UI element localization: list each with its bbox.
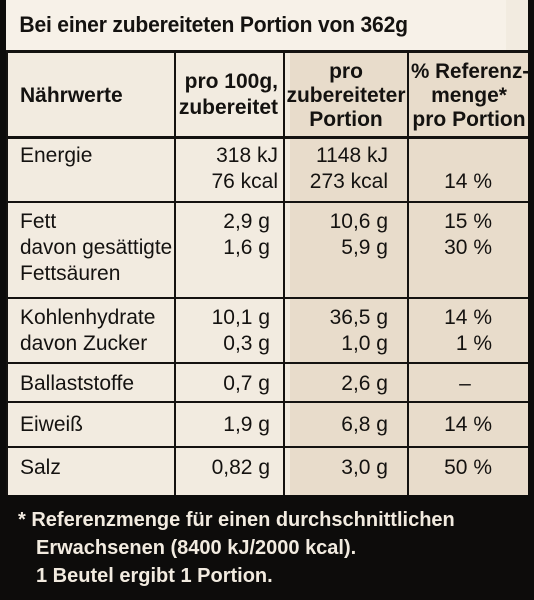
header-portion-line1: pro [329,60,363,83]
footnote-line-3: 1 Beutel ergibt 1 Portion. [36,565,273,587]
row-zucker-per100: 0,3 g [223,332,270,355]
table-title: Bei einer zubereiteten Portion von 362g [6,0,507,50]
rule-under-header [6,136,528,139]
footnote-area: * Referenzmenge für einen durchschnittli… [0,496,534,600]
row-eiweiss-portion: 6,8 g [341,413,388,436]
row-energie-kj100: 318 kJ [216,144,278,167]
row-zucker-label: davon Zucker [20,332,148,355]
row-ballaststoffe-label: Ballaststoffe [20,372,135,395]
row-ballaststoffe-portion: 2,6 g [341,372,388,395]
row-gesaettigt-label-2: Fettsäuren [20,262,121,285]
row-kohlenhydrate-per100: 10,1 g [211,306,270,329]
rule-under-title [6,50,528,53]
row-fett-portion: 10,6 g [329,210,388,233]
header-portion-line2: zubereiteter [286,84,406,107]
rule-after-fett [6,297,528,299]
row-kohlenhydrate-label: Kohlenhydrate [20,306,156,329]
row-salz-ref: 50 % [444,456,492,479]
row-fett-label: Fett [20,210,57,233]
row-energie-label: Energie [20,144,93,167]
header-ref-line3: pro Portion [412,108,526,131]
row-fett-per100: 2,9 g [223,210,270,233]
row-ballaststoffe-per100: 0,7 g [223,372,270,395]
footnote-line-2: Erwachsenen (8400 kJ/2000 kcal). [36,537,357,559]
row-eiweiss-per100: 1,9 g [223,413,270,436]
row-ballaststoffe-ref: – [459,372,471,395]
portion-columns-shading [290,52,528,495]
row-energie-kcal-portion: 273 kcal [309,170,388,193]
footnote-line-1: * Referenzmenge für einen durchschnittli… [18,509,455,531]
border-left [6,50,8,495]
row-energie-ref: 14 % [444,170,492,193]
col-divider-3 [407,50,409,495]
header-portion-line3: Portion [309,108,383,131]
header-ref-line2: menge* [431,84,507,107]
row-gesaettigt-portion: 5,9 g [341,236,388,259]
row-zucker-portion: 1,0 g [341,332,388,355]
row-gesaettigt-per100: 1,6 g [223,236,270,259]
row-kohlenhydrate-ref: 14 % [444,306,492,329]
row-fett-ref: 15 % [444,210,492,233]
row-energie-kj-portion: 1148 kJ [316,144,388,167]
row-salz-label: Salz [20,456,61,479]
row-energie-kcal100: 76 kcal [211,170,278,193]
rule-after-kohlenhydrate [6,362,528,364]
rule-after-energie [6,201,528,203]
col-divider-2 [283,50,285,495]
row-gesaettigt-label-1: davon gesättigte [20,236,173,259]
row-kohlenhydrate-portion: 36,5 g [329,306,388,329]
row-eiweiss-ref: 14 % [444,413,492,436]
header-per100-line1: pro 100g, [184,70,278,93]
row-salz-portion: 3,0 g [341,456,388,479]
row-zucker-ref: 1 % [455,332,492,355]
rule-after-eiweiss [6,446,528,448]
header-per100-line2: zubereitet [178,96,278,119]
header-ref-line1: % Referenz- [411,60,530,83]
row-eiweiss-label: Eiweiß [20,413,84,436]
header-naehrwerte: Nährwerte [20,84,123,107]
rule-after-ballaststoffe [6,401,528,403]
row-gesaettigt-ref: 30 % [444,236,492,259]
row-salz-per100: 0,82 g [211,456,270,479]
col-divider-1 [174,50,176,495]
